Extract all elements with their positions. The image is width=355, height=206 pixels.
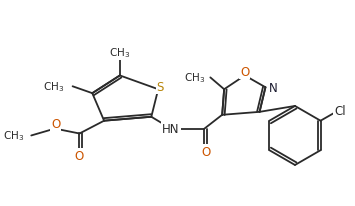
Text: CH$_3$: CH$_3$ <box>184 71 206 85</box>
Text: S: S <box>157 80 164 93</box>
Text: HN: HN <box>162 123 180 135</box>
Text: CH$_3$: CH$_3$ <box>109 46 130 60</box>
Text: Cl: Cl <box>334 105 346 118</box>
Text: O: O <box>240 66 250 79</box>
Text: O: O <box>51 118 60 131</box>
Text: O: O <box>202 145 211 158</box>
Text: O: O <box>75 149 84 162</box>
Text: CH$_3$: CH$_3$ <box>43 80 64 94</box>
Text: N: N <box>269 81 278 94</box>
Text: CH$_3$: CH$_3$ <box>3 129 24 143</box>
